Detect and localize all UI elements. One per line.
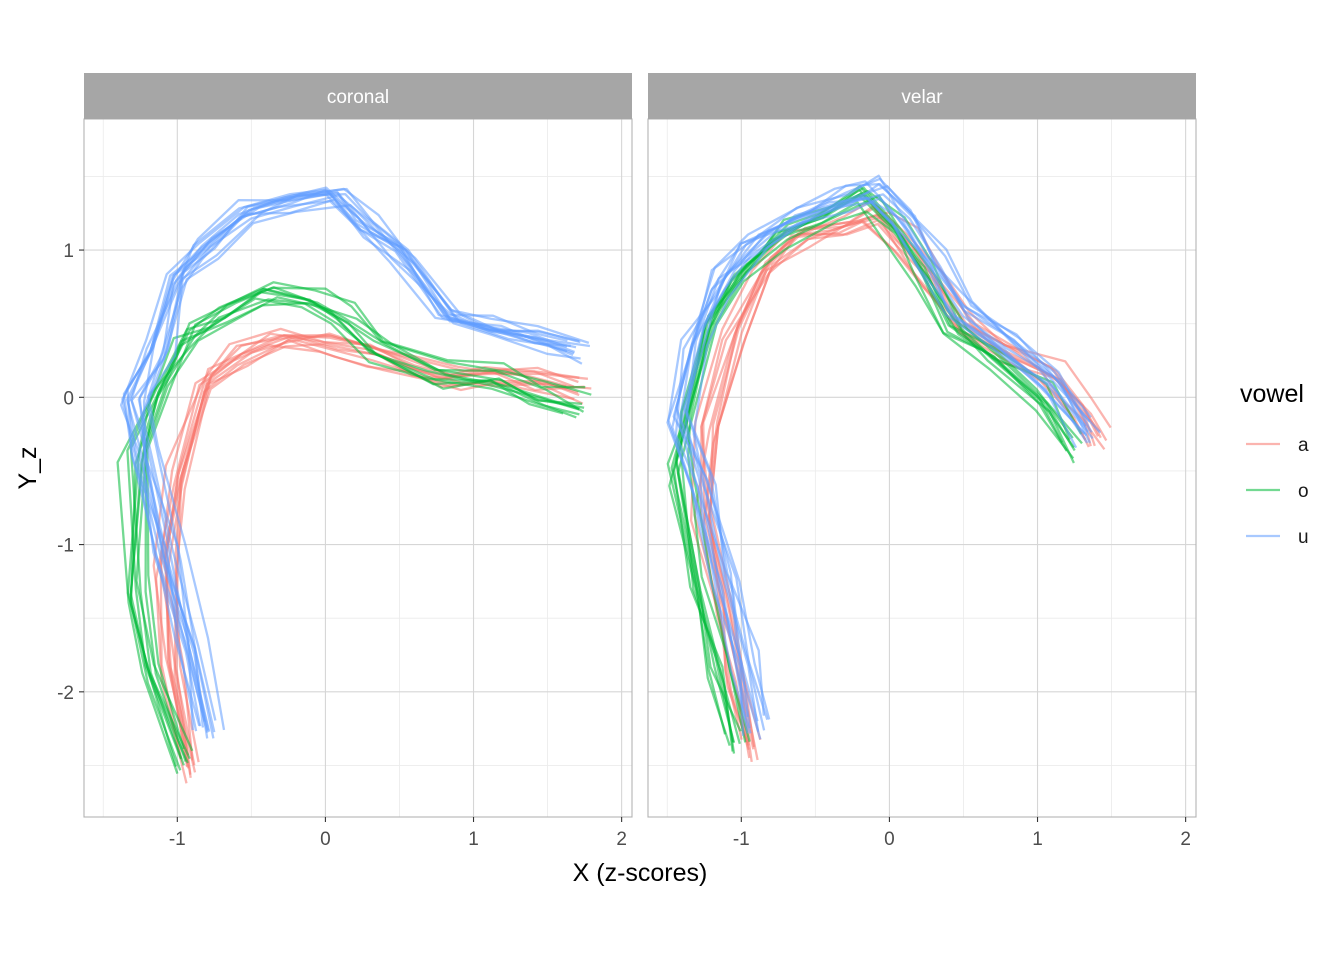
x-tick-label: 1 (1032, 829, 1043, 850)
legend-label-a: a (1298, 435, 1309, 456)
y-tick-label: -2 (57, 683, 74, 704)
series-line-o (144, 296, 580, 762)
facet-strip (84, 73, 632, 119)
y-axis-title: Y_z (14, 446, 42, 489)
x-axis-title: X (z-scores) (573, 859, 708, 887)
series-line-u (130, 194, 575, 733)
x-tick-label: 2 (1180, 829, 1191, 850)
x-axis-ticks: -1 0 1 2 (733, 817, 1191, 850)
facet-panel-velar: velar -1 0 1 2 (647, 73, 1197, 850)
facet-strip (648, 73, 1196, 119)
x-tick-label: -1 (733, 829, 750, 850)
legend-label-u: u (1298, 527, 1309, 548)
y-tick-label: -1 (57, 536, 74, 557)
series-line-u (146, 204, 583, 739)
series-line-u (137, 187, 590, 721)
x-axis-ticks: -1 0 1 2 (169, 817, 627, 850)
x-tick-label: 2 (616, 829, 627, 850)
series-line-u (121, 186, 580, 722)
series-line-u (692, 193, 1094, 732)
facet-strip-label: coronal (327, 87, 389, 108)
x-tick-label: 0 (320, 829, 331, 850)
series-line-u (666, 201, 1089, 729)
legend-label-o: o (1298, 481, 1309, 502)
x-tick-label: -1 (169, 829, 186, 850)
x-tick-label: 0 (884, 829, 895, 850)
series-line-u (680, 185, 1091, 720)
legend: vowel a o u (1240, 380, 1309, 548)
x-tick-label: 1 (468, 829, 479, 850)
series-line-u (671, 195, 1078, 734)
y-tick-label: 0 (63, 388, 74, 409)
y-axis-ticks: -2 -1 0 1 (57, 241, 84, 704)
series-line-o (126, 298, 585, 764)
legend-keys: a o u (1246, 435, 1309, 548)
facet-strip-label: velar (901, 87, 943, 108)
series-line-o (135, 281, 586, 752)
facet-panel-coronal: coronal -1 0 1 2 (83, 73, 633, 850)
series-line-a (709, 203, 1100, 748)
series-line-o (129, 287, 585, 766)
series-line-o (146, 286, 592, 750)
y-tick-label: 1 (63, 241, 74, 262)
series-line-u (675, 180, 1087, 718)
minor-grid (648, 119, 1196, 817)
series-line-u (130, 191, 568, 732)
legend-title: vowel (1240, 380, 1304, 408)
series-lines (666, 174, 1112, 763)
series-lines (116, 186, 592, 784)
